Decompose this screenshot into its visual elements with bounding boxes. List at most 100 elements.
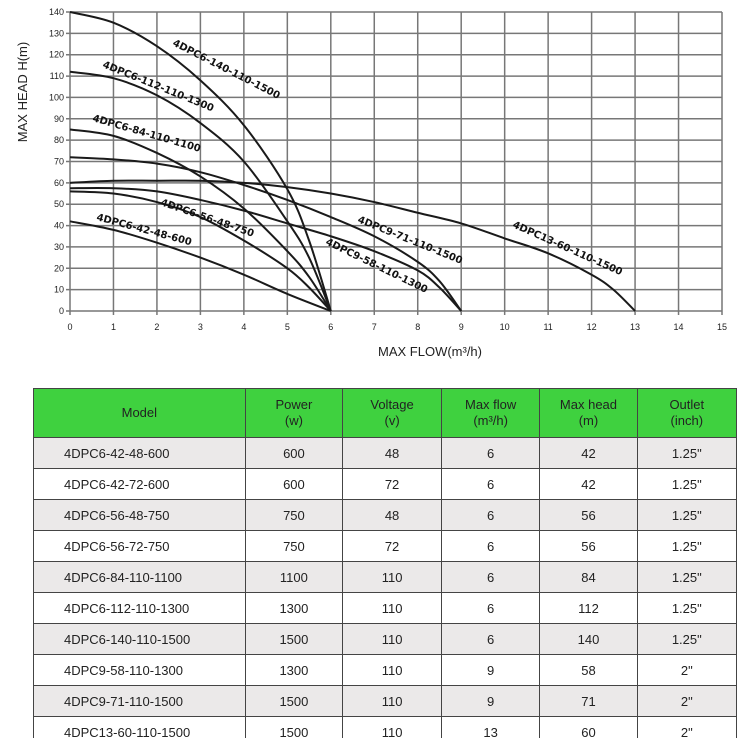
y-tick-label: 90: [54, 114, 64, 124]
x-tick-label: 2: [154, 322, 159, 332]
y-tick-label: 80: [54, 135, 64, 145]
table-cell: 2": [636, 654, 738, 686]
column-header-title: Voltage: [370, 397, 414, 412]
x-axis-label: MAX FLOW(m³/h): [378, 344, 482, 359]
x-tick-label: 6: [328, 322, 333, 332]
y-tick-label: 70: [54, 157, 64, 167]
table-cell: 4DPC6-56-72-750: [33, 530, 246, 562]
column-header: Max head (m): [539, 388, 638, 438]
y-tick-label: 0: [59, 306, 64, 316]
curve-4dpc6-112-110-1300: [69, 70, 332, 312]
x-tick-label: 14: [674, 322, 684, 332]
table-row: 4DPC9-58-110-1300 1300 110 9 58 2": [33, 654, 738, 686]
column-header-unit: (m³/h): [473, 413, 508, 428]
table-cell: 6: [440, 592, 541, 624]
y-tick-label: 40: [54, 221, 64, 231]
curve-4dpc6-140-110-1500: [69, 11, 332, 312]
table-cell: 2": [636, 716, 738, 738]
column-header: Power (w): [244, 388, 344, 438]
table-cell: 72: [342, 468, 442, 500]
table-cell: 4DPC9-71-110-1500: [33, 685, 246, 717]
table-cell: 13: [440, 716, 541, 738]
performance-chart: 0 1 2 3 4 5 6 7 8 9 10 11 12 13 14 15010203040506070809…: [15, 7, 727, 359]
table-cell: 6: [440, 468, 541, 500]
table-cell: 4DPC13-60-110-1500: [33, 716, 246, 738]
table-cell: 71: [539, 685, 638, 717]
curve-label: 4DPC6-42-48-600: [95, 212, 193, 248]
column-header-title: Max head: [559, 397, 618, 412]
table-cell: 9: [440, 654, 541, 686]
column-header-title: Outlet: [669, 397, 705, 412]
table-cell: 140: [539, 623, 638, 655]
table-cell: 1500: [244, 716, 344, 738]
column-header-unit: (m): [578, 413, 599, 428]
curve-4dpc9-58-110-1300: [69, 186, 462, 312]
x-tick-label: 12: [587, 322, 597, 332]
table-cell: 110: [342, 654, 442, 686]
column-header-title: Model: [121, 405, 158, 420]
table-cell: 72: [342, 530, 442, 562]
column-header-title: Power: [275, 397, 313, 412]
y-axis-label: MAX HEAD H(m): [15, 42, 30, 142]
table-cell: 60: [539, 716, 638, 738]
x-tick-label: 3: [198, 322, 203, 332]
curve-4dpc6-84-110-1100: [69, 128, 332, 312]
table-cell: 42: [539, 468, 638, 500]
table-cell: 1.25": [636, 499, 738, 531]
table-cell: 1.25": [636, 530, 738, 562]
x-tick-label: 10: [500, 322, 510, 332]
table-row: 4DPC6-140-110-1500 1500 110 6 140 1.25": [33, 623, 738, 655]
table-cell: 1500: [244, 623, 344, 655]
table-cell: 112: [539, 592, 638, 624]
column-header-unit: (inch): [670, 413, 704, 428]
table-cell: 2": [636, 685, 738, 717]
x-tick-label: 1: [111, 322, 116, 332]
table-cell: 4DPC6-56-48-750: [33, 499, 246, 531]
table-cell: 6: [440, 499, 541, 531]
table-cell: 1.25": [636, 561, 738, 593]
x-tick-label: 8: [415, 322, 420, 332]
column-header: Voltage (v): [342, 388, 442, 438]
table-cell: 1300: [244, 592, 344, 624]
table-cell: 750: [244, 499, 344, 531]
table-cell: 42: [539, 437, 638, 469]
table-cell: 1100: [244, 561, 344, 593]
table-cell: 6: [440, 437, 541, 469]
column-header: Model: [33, 388, 246, 438]
column-header-unit: (w): [284, 413, 303, 428]
y-tick-label: 30: [54, 242, 64, 252]
y-tick-label: 130: [49, 28, 64, 38]
table-cell: 6: [440, 561, 541, 593]
table-cell: 1.25": [636, 623, 738, 655]
table-cell: 4DPC6-84-110-1100: [33, 561, 246, 593]
table-row: 4DPC6-112-110-1300 1300 110 6 112 1.25": [33, 592, 738, 624]
y-tick-label: 120: [49, 50, 64, 60]
table-cell: 48: [342, 437, 442, 469]
table-cell: 48: [342, 499, 442, 531]
x-tick-label: 11: [543, 322, 552, 332]
table-cell: 56: [539, 530, 638, 562]
spec-table: Model Power (w) Voltage (v) Max flow (m³/h) Max…: [33, 388, 738, 738]
table-cell: 4DPC6-112-110-1300: [33, 592, 246, 624]
y-tick-label: 60: [54, 178, 64, 188]
column-header: Outlet (inch): [636, 388, 738, 438]
table-row: 4DPC6-42-72-600 600 72 6 42 1.25": [33, 468, 738, 500]
x-tick-label: 7: [372, 322, 377, 332]
table-cell: 6: [440, 623, 541, 655]
x-tick-label: 15: [717, 322, 727, 332]
table-cell: 1.25": [636, 437, 738, 469]
table-header-row: Model Power (w) Voltage (v) Max flow (m³/h) Max…: [33, 388, 738, 438]
table-cell: 600: [244, 437, 344, 469]
table-cell: 6: [440, 530, 541, 562]
table-cell: 110: [342, 561, 442, 593]
table-cell: 1500: [244, 685, 344, 717]
y-tick-label: 20: [54, 263, 64, 273]
table-row: 4DPC6-42-48-600 600 48 6 42 1.25": [33, 437, 738, 469]
table-cell: 4DPC6-42-72-600: [33, 468, 246, 500]
table-cell: 750: [244, 530, 344, 562]
table-cell: 4DPC6-42-48-600: [33, 437, 246, 469]
x-tick-label: 0: [67, 322, 72, 332]
table-cell: 110: [342, 685, 442, 717]
curve-4dpc9-71-110-1500: [69, 156, 463, 312]
